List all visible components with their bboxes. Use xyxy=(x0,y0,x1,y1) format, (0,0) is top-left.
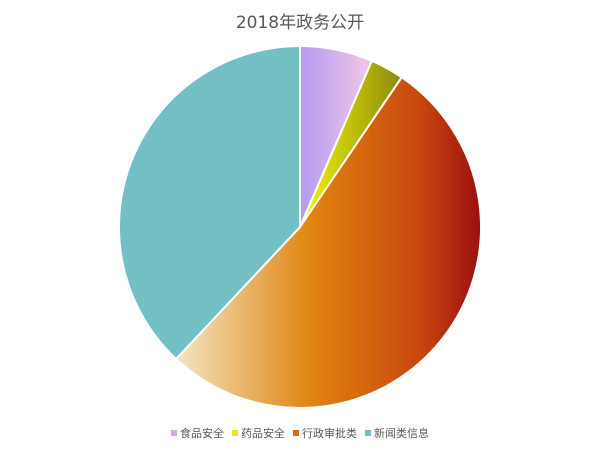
legend-item-1: 药品安全 xyxy=(232,425,285,441)
legend-swatch xyxy=(293,430,299,436)
chart-title: 2018年政务公开 xyxy=(235,13,365,33)
legend-swatch xyxy=(365,430,371,436)
legend-item-3: 新闻类信息 xyxy=(365,425,429,441)
legend-swatch xyxy=(232,430,238,436)
legend-label: 新闻类信息 xyxy=(374,427,429,440)
legend-swatch xyxy=(171,430,177,436)
legend-item-2: 行政审批类 xyxy=(293,425,357,441)
legend: 食品安全 药品安全 行政审批类 新闻类信息 xyxy=(0,425,600,441)
legend-label: 药品安全 xyxy=(241,427,285,440)
legend-label: 行政审批类 xyxy=(302,427,357,440)
pie-slice-3 xyxy=(118,44,301,361)
pie-slice-2 xyxy=(174,75,483,409)
legend-item-0: 食品安全 xyxy=(171,425,224,441)
legend-label: 食品安全 xyxy=(180,427,224,440)
